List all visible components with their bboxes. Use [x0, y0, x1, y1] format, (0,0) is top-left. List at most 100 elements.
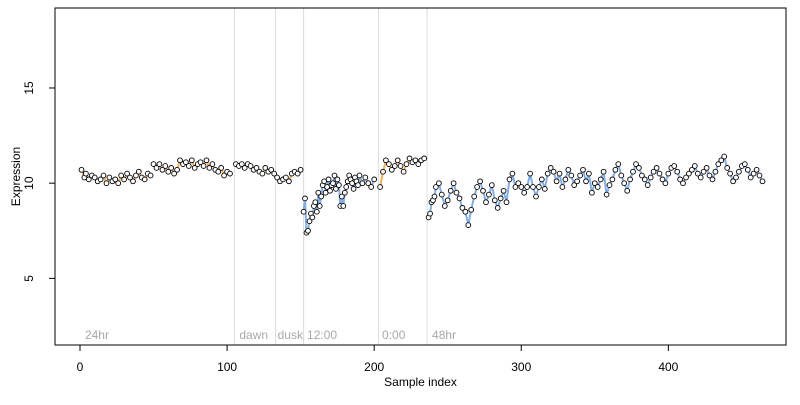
data-point	[483, 199, 489, 206]
y-tick-label-5: 5	[22, 275, 36, 282]
data-point	[580, 166, 586, 173]
data-point	[356, 172, 363, 179]
data-point	[121, 176, 127, 183]
data-point	[559, 184, 566, 190]
data-point	[274, 174, 280, 181]
data-point	[221, 172, 227, 179]
data-point	[691, 163, 698, 169]
data-point	[130, 178, 136, 185]
data-point	[721, 153, 728, 160]
data-point	[294, 170, 301, 177]
data-point	[538, 176, 545, 183]
data-point	[621, 180, 628, 187]
data-point	[127, 174, 133, 181]
data-point	[518, 184, 525, 190]
y-axis: 5 10 15	[22, 81, 56, 282]
data-point	[438, 191, 445, 198]
data-point	[377, 184, 383, 190]
data-point	[706, 172, 713, 179]
data-point	[756, 172, 763, 179]
data-point	[106, 174, 113, 181]
data-point	[556, 170, 563, 177]
data-point	[606, 182, 613, 188]
data-point	[147, 172, 154, 179]
data-point	[474, 184, 480, 190]
data-point	[327, 187, 333, 194]
data-point	[444, 197, 451, 204]
data-point	[441, 203, 448, 209]
data-point	[336, 182, 342, 188]
data-point	[488, 182, 495, 188]
fitted-line-6	[427, 155, 764, 227]
data-point	[683, 174, 689, 181]
fitted-lines	[80, 155, 764, 234]
data-point	[78, 166, 85, 173]
data-point	[733, 174, 739, 181]
data-point	[624, 187, 631, 194]
data-point	[165, 168, 172, 175]
data-point	[83, 170, 89, 177]
data-point	[133, 172, 139, 179]
data-point	[674, 168, 681, 175]
data-point	[427, 210, 433, 217]
data-point	[436, 180, 442, 187]
data-point	[527, 170, 533, 177]
data-point	[124, 170, 130, 177]
data-point	[350, 186, 357, 192]
data-point	[459, 205, 466, 211]
data-point	[730, 178, 736, 185]
data-point	[262, 165, 269, 171]
data-point	[662, 180, 669, 187]
data-point	[218, 165, 225, 171]
data-point	[227, 170, 233, 177]
x-tick-label-300: 300	[511, 360, 531, 374]
data-point	[215, 168, 222, 175]
data-point	[415, 161, 422, 167]
section-label-0: 24hr	[85, 328, 109, 342]
data-point	[388, 166, 395, 173]
data-point	[431, 193, 438, 200]
data-points	[78, 153, 766, 236]
data-point	[183, 159, 189, 166]
data-point	[159, 166, 166, 173]
data-point	[268, 166, 275, 173]
data-point	[636, 165, 642, 171]
data-point	[400, 168, 407, 175]
data-point	[494, 205, 501, 211]
data-point	[91, 174, 98, 181]
data-point	[174, 166, 180, 173]
data-point	[318, 193, 325, 200]
data-point	[689, 166, 695, 173]
section-label-1: dawn	[239, 328, 268, 342]
data-point	[541, 186, 548, 192]
data-point	[697, 174, 704, 181]
data-point	[550, 168, 557, 175]
data-point	[191, 165, 198, 171]
data-point	[497, 195, 504, 202]
data-point	[618, 172, 625, 179]
section-labels: 24hr dawn dusk 12:00 0:00 48hr	[85, 328, 456, 342]
data-point	[185, 163, 192, 169]
data-point	[162, 163, 169, 169]
data-point	[447, 187, 454, 194]
data-point	[300, 208, 307, 215]
data-point	[468, 206, 475, 213]
x-axis-title: Sample index	[384, 375, 457, 389]
data-point	[297, 166, 304, 173]
data-point	[641, 176, 648, 183]
data-point	[694, 170, 701, 177]
y-tick-label-15: 15	[22, 81, 36, 95]
data-point	[644, 182, 651, 188]
data-point	[656, 170, 663, 177]
section-dividers	[233, 8, 428, 345]
data-point	[630, 168, 636, 175]
data-point	[334, 176, 341, 183]
data-point	[524, 184, 530, 190]
plot-frame	[54, 7, 787, 346]
data-point	[206, 165, 213, 171]
data-point	[253, 165, 260, 171]
data-point	[686, 170, 692, 177]
section-label-3: 12:00	[307, 328, 337, 342]
section-label-4: 0:00	[382, 328, 406, 342]
data-point	[594, 184, 601, 190]
